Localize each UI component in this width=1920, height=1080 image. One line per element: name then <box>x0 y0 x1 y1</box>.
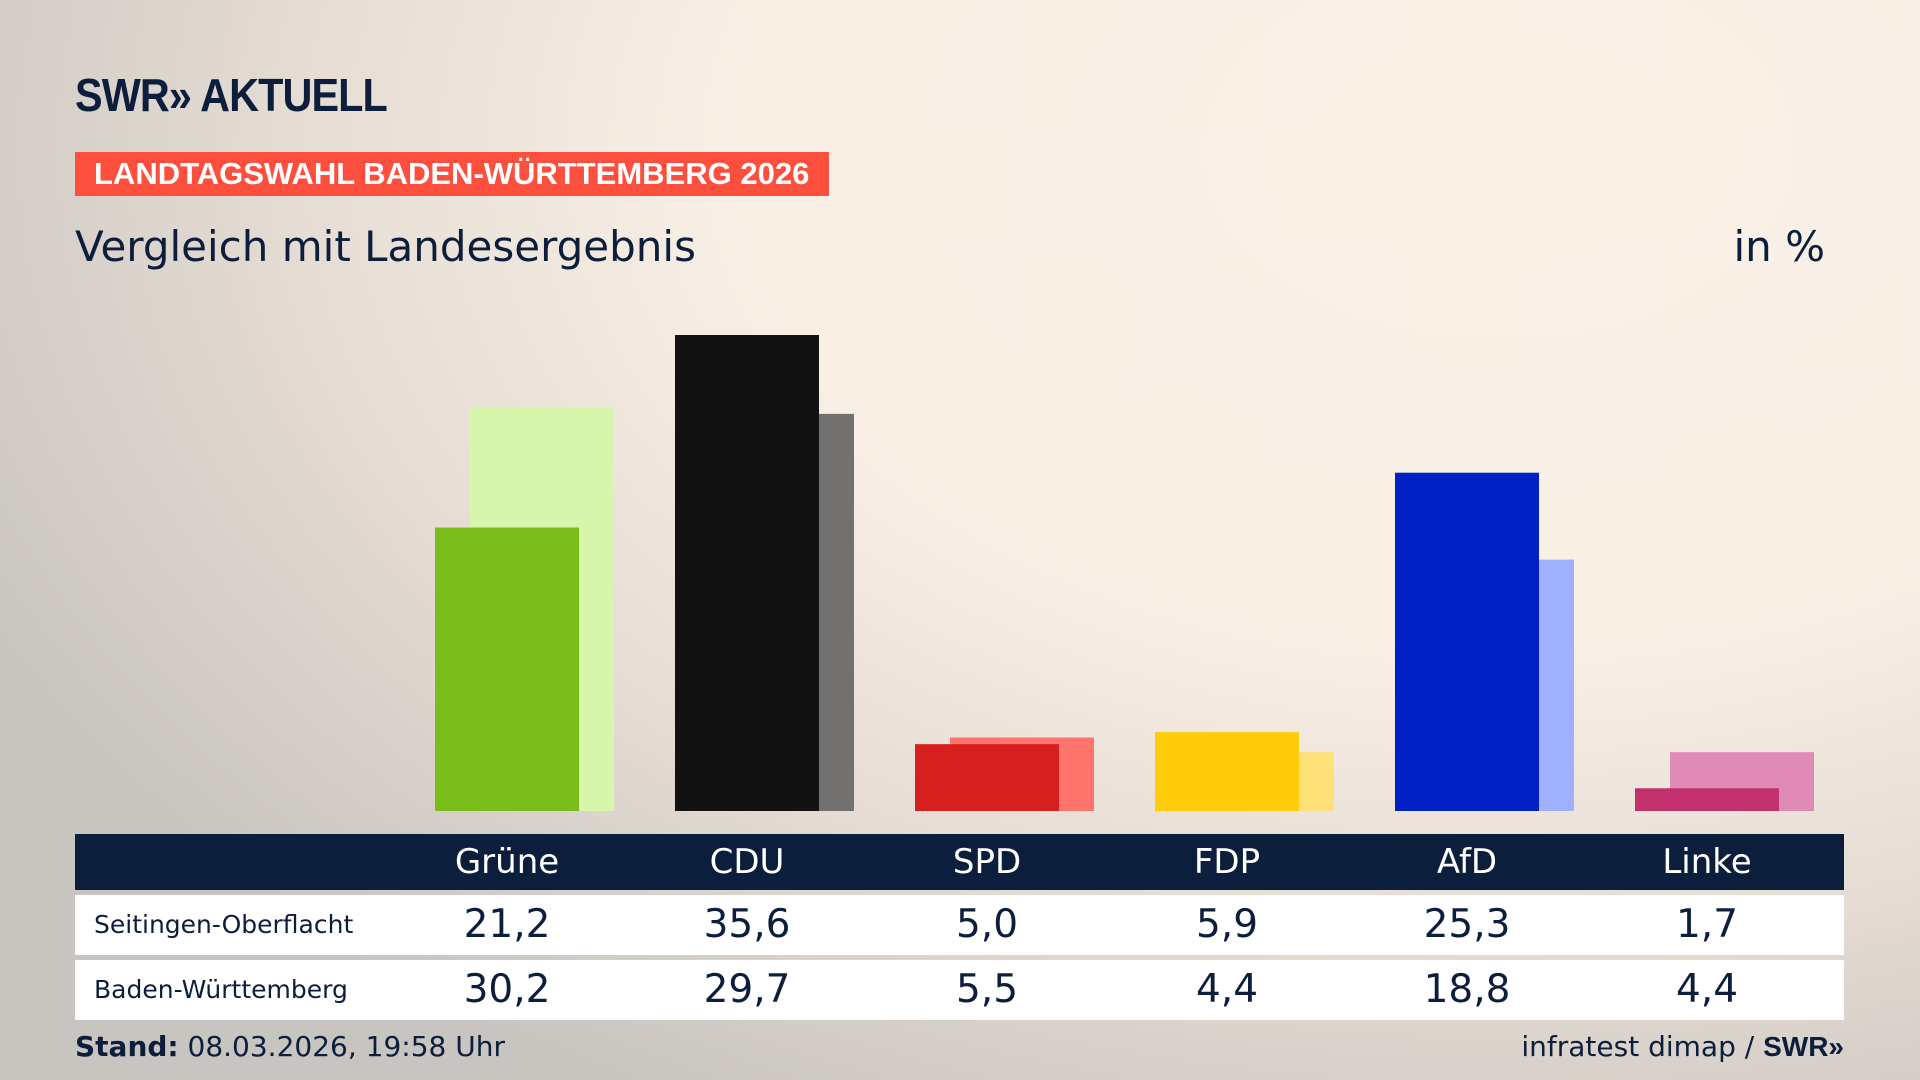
value-label: 1,7 <box>1675 902 1739 947</box>
value-label: 21,2 <box>463 902 551 947</box>
swr-aktuell-logo: SWR» AKTUELL <box>75 69 388 121</box>
party-header: CDU <box>709 842 785 882</box>
election-banner: LANDTAGSWAHL BADEN-WÜRTTEMBERG 2026 <box>75 152 829 196</box>
value-label: 29,7 <box>703 967 791 1012</box>
source: infratest dimap / SWR» <box>1521 1030 1844 1063</box>
local-bar-1 <box>675 335 819 811</box>
value-label: 35,6 <box>703 902 791 947</box>
value-label: 30,2 <box>463 967 551 1012</box>
local-bar-3 <box>1155 732 1299 811</box>
value-label: 25,3 <box>1423 902 1511 947</box>
party-header: AfD <box>1436 842 1498 882</box>
local-bar-5 <box>1635 788 1779 811</box>
stand-value: 08.03.2026, 19:58 Uhr <box>178 1030 505 1063</box>
source-text: infratest dimap / <box>1521 1030 1764 1063</box>
local-bar-0 <box>435 527 579 811</box>
value-label: 4,4 <box>1195 967 1259 1012</box>
party-header: Linke <box>1662 842 1752 882</box>
party-header: FDP <box>1193 842 1261 882</box>
results-table: Grüne CDU SPD FDP AfD Linke Seitingen-Oberfla… <box>75 834 1844 1020</box>
chart-subtitle: Vergleich mit Landesergebnis <box>75 222 696 271</box>
table-row: Seitingen-Oberflacht 21,2 35,6 5,0 5,9 25,3 1,… <box>75 895 1844 955</box>
stand-label: Stand: <box>75 1030 179 1063</box>
row-label: Seitingen-Oberflacht <box>94 910 354 939</box>
value-label: 18,8 <box>1423 967 1511 1012</box>
value-label: 5,5 <box>955 967 1019 1012</box>
value-label: 5,9 <box>1195 902 1259 947</box>
swr-logo: SWR» <box>1763 1031 1844 1062</box>
table-row: Baden-Württemberg 30,2 29,7 5,5 4,4 18,8 4,4 <box>75 960 1844 1020</box>
table-header: Grüne CDU SPD FDP AfD Linke <box>75 834 1844 890</box>
value-label: 5,0 <box>955 902 1019 947</box>
unit-label: in % <box>1733 222 1825 271</box>
row-label: Baden-Württemberg <box>94 975 348 1004</box>
party-header: SPD <box>952 842 1022 882</box>
value-label: 4,4 <box>1675 967 1739 1012</box>
timestamp: Stand: 08.03.2026, 19:58 Uhr <box>75 1030 505 1063</box>
local-bar-2 <box>915 744 1059 811</box>
local-bar-4 <box>1395 472 1539 811</box>
party-header: Grüne <box>454 842 560 882</box>
